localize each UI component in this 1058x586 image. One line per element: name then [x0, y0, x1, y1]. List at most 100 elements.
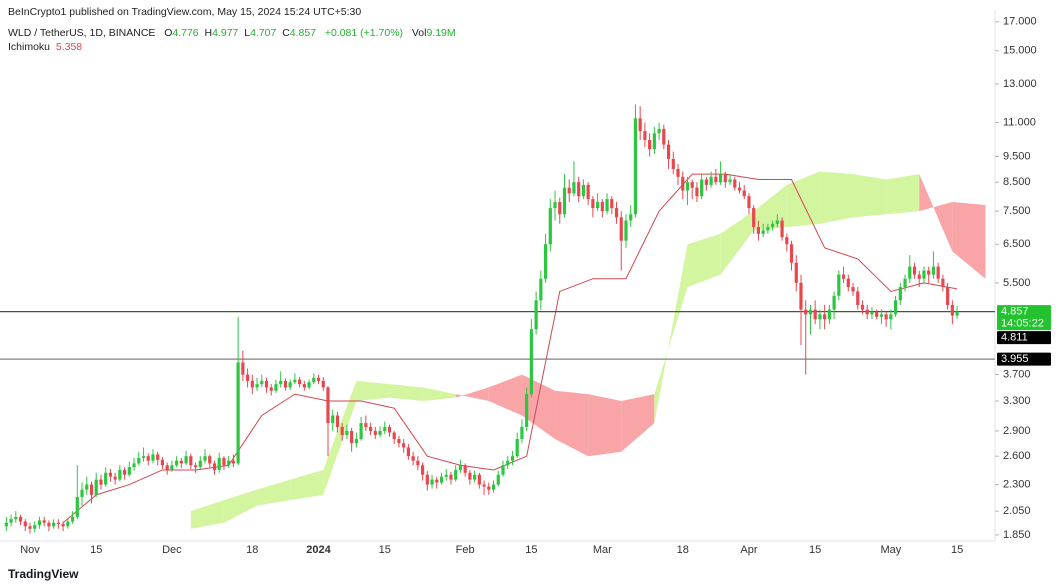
candle-body: [562, 187, 567, 215]
candle-body: [922, 270, 926, 279]
candle-body: [638, 118, 642, 132]
candle-body: [614, 208, 619, 218]
candle-body: [170, 465, 174, 470]
candle-body: [283, 380, 288, 388]
candle-body: [298, 379, 302, 385]
candle-body: [9, 519, 13, 523]
candle-body: [458, 465, 463, 470]
candle-body: [600, 202, 604, 212]
cloud-segment: [223, 489, 258, 523]
candle-body: [212, 463, 217, 470]
candle-body: [439, 476, 444, 483]
candle-body: [733, 179, 737, 188]
candle-body: [506, 460, 510, 466]
y-tick-label: 11.000: [1003, 116, 1036, 128]
candle-body: [491, 484, 496, 490]
candle-body: [525, 394, 529, 427]
candle-body: [354, 439, 358, 444]
candle-body: [383, 426, 387, 431]
candle-body: [596, 202, 600, 209]
candle-body: [141, 456, 146, 458]
candle-body: [302, 384, 306, 388]
candle-body: [657, 128, 661, 134]
countdown: 14:05:22: [1001, 318, 1044, 330]
candle-body: [56, 522, 60, 524]
candle-body: [586, 184, 590, 200]
cloud-segment: [720, 211, 754, 275]
candle-body: [591, 199, 595, 209]
y-tick-label: 17.000: [1003, 16, 1037, 28]
candle-body: [482, 484, 486, 487]
cloud-segment: [654, 244, 688, 424]
candle-body: [66, 521, 70, 527]
candle-body: [468, 472, 472, 480]
cloud-segment: [886, 174, 920, 215]
ichimoku-lines: [62, 173, 958, 524]
cloud-segment: [190, 500, 224, 529]
candle-body: [28, 526, 32, 529]
candle-body: [293, 379, 297, 383]
candle-body: [723, 174, 727, 183]
candle-body: [548, 208, 552, 245]
candle-body: [671, 158, 675, 169]
candle-body: [123, 469, 127, 475]
candle-body: [950, 304, 954, 316]
candle-body: [312, 377, 316, 383]
candle-body: [269, 387, 273, 391]
candle-body: [893, 300, 898, 315]
candle-body: [794, 262, 798, 283]
candle-body: [108, 472, 113, 477]
candle-body: [326, 387, 330, 424]
candle-body: [132, 463, 136, 468]
candle-body: [742, 190, 746, 197]
cloud-segment: [819, 171, 854, 224]
candle-body: [70, 516, 75, 522]
candle-body: [789, 244, 794, 263]
candle-body: [879, 314, 883, 317]
candle-body: [728, 179, 732, 183]
candle-body: [416, 460, 420, 466]
candle-body: [823, 314, 827, 320]
cloud-segment: [257, 479, 291, 506]
candle-body: [558, 202, 562, 215]
x-tick-label: 18: [677, 544, 689, 556]
candle-body: [832, 295, 836, 310]
candle-body: [681, 176, 685, 191]
candle-body: [515, 439, 519, 457]
vol-value: 9.19M: [426, 27, 456, 39]
x-tick-label: Mar: [593, 544, 612, 556]
x-tick-label: Nov: [20, 544, 40, 556]
indicator-name: Ichimoku: [8, 41, 51, 53]
candle-body: [151, 454, 155, 461]
candle-body: [685, 182, 690, 191]
candle-body: [737, 187, 742, 191]
candle-body: [581, 184, 586, 197]
x-tick-label: 2024: [306, 544, 331, 556]
candle-body: [274, 384, 278, 391]
candle-body: [676, 168, 680, 177]
candle-body: [80, 489, 84, 497]
candle-body: [690, 182, 694, 188]
ohlc-value: 4.857: [289, 27, 317, 39]
candle-body: [870, 311, 874, 315]
candle-body: [501, 465, 505, 475]
candle-body: [279, 380, 283, 385]
candle-body: [449, 474, 453, 480]
candle-body: [709, 176, 713, 185]
x-tick-label: Feb: [456, 544, 475, 556]
candle-body: [818, 314, 822, 320]
x-tick-label: 15: [525, 544, 537, 556]
candle-body: [175, 460, 179, 466]
candle-body: [454, 469, 458, 480]
candle-body: [529, 329, 533, 395]
candle-body: [808, 309, 813, 315]
cloud-segment: [488, 374, 522, 416]
x-tick-label: 15: [809, 544, 821, 556]
indicator-value: 5.358: [55, 41, 83, 53]
candle-body: [780, 220, 784, 238]
candle-body: [104, 472, 108, 485]
cloud-segment: [422, 387, 456, 402]
candle-body: [387, 426, 392, 433]
candle-body: [137, 457, 141, 464]
